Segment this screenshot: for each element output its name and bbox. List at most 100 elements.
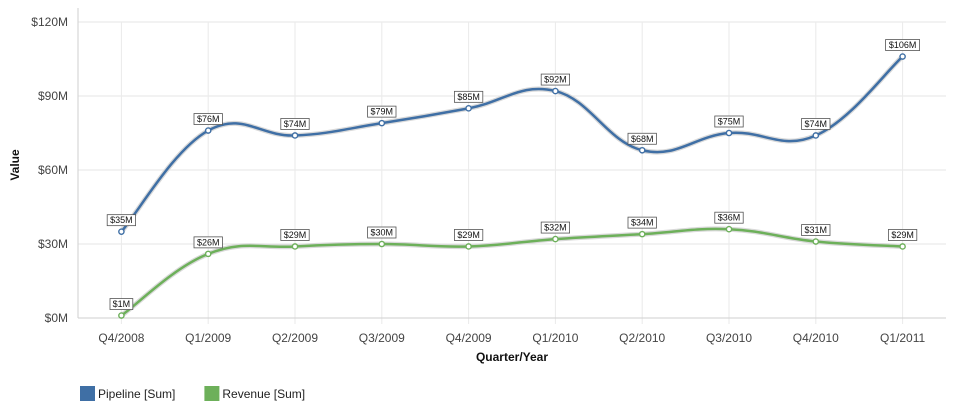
y-tick-label: $90M: [38, 89, 68, 103]
revenue-data-label: $32M: [540, 221, 571, 234]
pipeline-point: [118, 228, 125, 235]
x-tick-label: Q3/2010: [706, 331, 752, 345]
x-tick-label: Q4/2010: [793, 331, 839, 345]
x-tick-label: Q4/2009: [446, 331, 492, 345]
data-label-box: [885, 39, 920, 51]
revenue-data-label: $36M: [714, 211, 744, 224]
data-label-text: $29M: [284, 230, 307, 240]
data-label-text: $75M: [718, 117, 741, 127]
data-label-box: [367, 226, 397, 239]
y-tick-label: $120M: [31, 15, 68, 29]
x-tick-label: Q1/2011: [880, 331, 925, 345]
data-label-box: [801, 224, 831, 236]
pipeline-data-label: $74M: [801, 118, 831, 130]
pipeline-legend-swatch: [80, 386, 95, 401]
pipeline-legend-label: Pipeline [Sum]: [98, 387, 175, 401]
revenue-point: [899, 243, 906, 250]
data-label-box: [367, 105, 397, 118]
data-label-box: [540, 73, 571, 86]
data-label-box: [106, 214, 136, 227]
x-axis-title: Quarter/Year: [476, 350, 548, 364]
revenue-data-label: $29M: [888, 229, 918, 241]
x-tick-label: Q1/2010: [532, 331, 578, 345]
pipeline-data-label: $85M: [453, 90, 484, 103]
revenue-point: [725, 225, 733, 233]
pipeline-point: [725, 129, 733, 137]
data-label-text: $34M: [631, 218, 654, 228]
data-label-text: $26M: [197, 237, 220, 247]
pipeline-point: [552, 87, 559, 95]
revenue-legend-swatch: [204, 386, 220, 401]
revenue-point: [812, 238, 820, 245]
pipeline-data-label: $35M: [106, 214, 136, 227]
pipeline-point: [378, 119, 386, 127]
revenue-data-label: $30M: [367, 226, 397, 239]
revenue-line: [120, 227, 904, 317]
data-label-box: [453, 229, 484, 241]
data-label-box: [627, 132, 657, 145]
pipeline-data-label: $76M: [193, 113, 223, 125]
revenue-point: [638, 230, 646, 238]
data-label-box: [714, 115, 744, 128]
data-label-box: [453, 90, 484, 103]
pipeline-line: [120, 55, 904, 233]
data-label-box: [540, 221, 571, 234]
pipeline-data-label: $68M: [627, 132, 657, 145]
pipeline-data-label: $106M: [885, 39, 920, 51]
pipeline-point: [291, 132, 299, 139]
data-label-box: [280, 229, 310, 241]
revenue-data-label: $34M: [627, 216, 657, 229]
x-tick-label: Q4/2008: [98, 331, 144, 345]
data-label-text: $76M: [197, 114, 220, 124]
pipeline-point: [204, 127, 212, 134]
revenue-data-label: $26M: [193, 236, 223, 249]
pipeline-line-halo: [118, 54, 906, 235]
pipeline-data-label: $79M: [367, 105, 397, 118]
x-tick-label: Q2/2009: [272, 331, 318, 345]
revenue-point: [552, 235, 559, 243]
x-tick-label: Q3/2009: [359, 331, 405, 345]
revenue-data-label: $29M: [453, 229, 484, 241]
pipeline-point: [812, 132, 820, 139]
data-label-box: [109, 298, 134, 310]
y-tick-label: $60M: [38, 163, 68, 177]
data-label-text: $68M: [631, 134, 654, 144]
data-label-box: [280, 118, 310, 130]
y-tick-label: $30M: [38, 237, 68, 251]
pipeline-point: [638, 146, 646, 154]
pipeline-point: [465, 105, 472, 112]
data-label-text: $30M: [371, 228, 394, 238]
data-label-text: $74M: [805, 119, 828, 129]
pipeline-data-label: $75M: [714, 115, 744, 128]
revenue-point: [465, 243, 472, 250]
data-label-box: [193, 236, 223, 249]
data-label-text: $32M: [544, 223, 567, 233]
data-label-text: $92M: [544, 75, 567, 85]
data-label-text: $85M: [457, 92, 480, 102]
pipeline-data-label: $74M: [280, 118, 310, 130]
revenue-data-label: $29M: [280, 229, 310, 241]
revenue-point: [378, 240, 386, 248]
revenue-legend-label: Revenue [Sum]: [222, 387, 305, 401]
data-label-text: $35M: [110, 215, 133, 225]
series-layer: [118, 53, 906, 319]
data-label-text: $36M: [718, 213, 741, 223]
pipeline-point: [899, 53, 906, 60]
x-tick-label: Q2/2010: [619, 331, 665, 345]
revenue-line-halo: [118, 226, 906, 319]
data-label-box: [714, 211, 744, 224]
data-label-text: $1M: [113, 299, 131, 309]
revenue-point: [291, 243, 299, 250]
revenue-point: [204, 250, 212, 258]
data-labels: $35M $76M $74M $79M $85M $92M $68M $75M $74M $106…: [106, 39, 920, 310]
pipeline-data-label: $92M: [540, 73, 571, 86]
y-axis-title: Value: [8, 149, 22, 181]
data-label-box: [627, 216, 657, 229]
y-tick-label: $0M: [45, 311, 68, 325]
grid: [78, 21, 946, 324]
axes: $0M $30M $60M $90M $120M Q4/2008 Q1/2009 Q2/200…: [31, 8, 946, 345]
data-label-text: $29M: [891, 230, 914, 240]
revenue-data-label: $31M: [801, 224, 831, 236]
